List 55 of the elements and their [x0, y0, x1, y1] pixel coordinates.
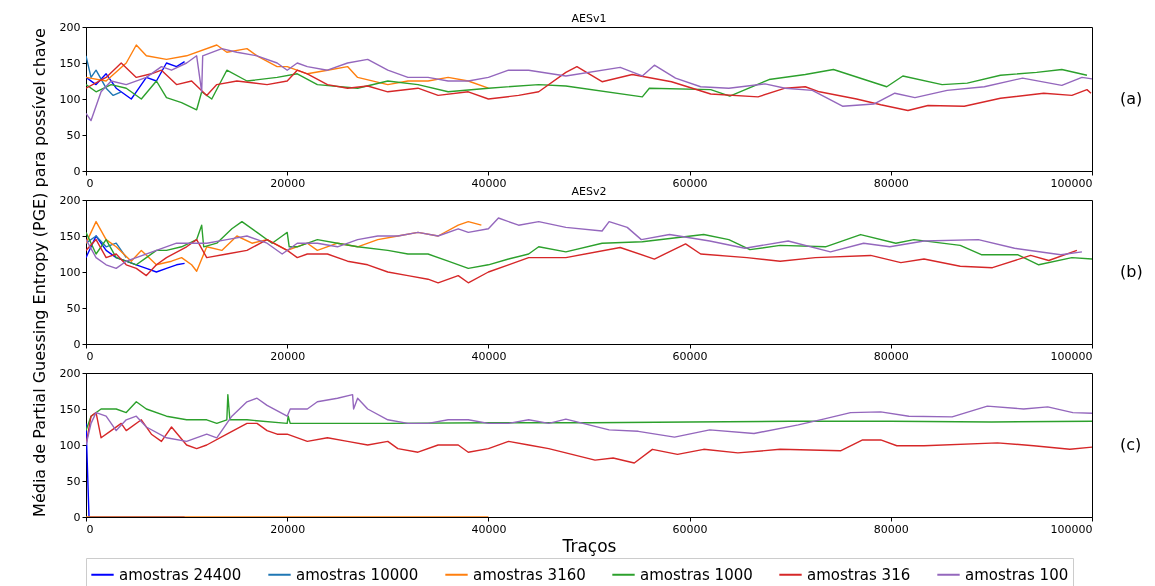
line-series — [86, 393, 1092, 432]
line-series — [86, 55, 122, 97]
x-tick-label: 20000 — [270, 349, 306, 363]
x-tick-label: 60000 — [672, 176, 708, 190]
y-tick-label: 200 — [59, 193, 81, 207]
y-tick-label: 0 — [73, 510, 81, 524]
line-series — [86, 47, 1092, 122]
x-tick-label: 20000 — [270, 176, 306, 190]
x-axis-title: Traços — [561, 535, 617, 556]
y-axis-title: Média de Partial Guessing Entropy (PGE) para possível chave — [29, 28, 49, 517]
legend-label: amostras 316 — [807, 565, 911, 584]
x-tick-label: 0 — [86, 349, 94, 363]
line-series — [86, 44, 490, 89]
x-tick-label: 20000 — [270, 522, 306, 536]
y-tick-label: 150 — [59, 56, 81, 70]
x-tick-label: 100000 — [1050, 349, 1093, 363]
legend-label: amostras 1000 — [640, 565, 753, 584]
line-series — [86, 393, 1092, 446]
legend-label: amostras 100 — [965, 565, 1069, 584]
x-tick-label: 40000 — [471, 349, 507, 363]
legend-label: amostras 3160 — [473, 565, 586, 584]
x-tick-label: 60000 — [672, 522, 708, 536]
text: (c) — [1120, 435, 1142, 454]
x-tick-label: 0 — [86, 176, 94, 190]
x-tick-label: 80000 — [873, 349, 909, 363]
line-series — [86, 60, 186, 100]
legend-label: amostras 10000 — [296, 565, 419, 584]
y-tick-label: 100 — [59, 438, 81, 452]
x-tick-label: 100000 — [1050, 522, 1093, 536]
line-series — [86, 411, 1092, 464]
line-series — [86, 235, 127, 259]
x-tick-label: 80000 — [873, 522, 909, 536]
y-tick-label: 0 — [73, 164, 81, 178]
y-tick-label: 50 — [66, 128, 81, 142]
x-tick-label: 0 — [86, 522, 94, 536]
y-tick-label: 100 — [59, 265, 81, 279]
text: (b) — [1120, 262, 1143, 281]
legend-label: amostras 24400 — [119, 565, 242, 584]
y-tick-label: 0 — [73, 337, 81, 351]
chart-title: AESv1 — [571, 12, 607, 25]
y-tick-label: 200 — [59, 366, 81, 380]
x-tick-label: 80000 — [873, 176, 909, 190]
y-tick-label: 50 — [66, 474, 81, 488]
y-tick-label: 200 — [59, 20, 81, 34]
chart-title: AESv2 — [571, 185, 607, 198]
x-tick-label: 40000 — [471, 176, 507, 190]
line-series — [86, 238, 1078, 284]
x-tick-label: 60000 — [672, 349, 708, 363]
text: (a) — [1120, 89, 1143, 108]
y-tick-label: 100 — [59, 92, 81, 106]
x-tick-label: 40000 — [471, 522, 507, 536]
y-tick-label: 150 — [59, 229, 81, 243]
x-tick-label: 100000 — [1050, 176, 1093, 190]
y-tick-label: 50 — [66, 301, 81, 315]
y-tick-label: 150 — [59, 402, 81, 416]
